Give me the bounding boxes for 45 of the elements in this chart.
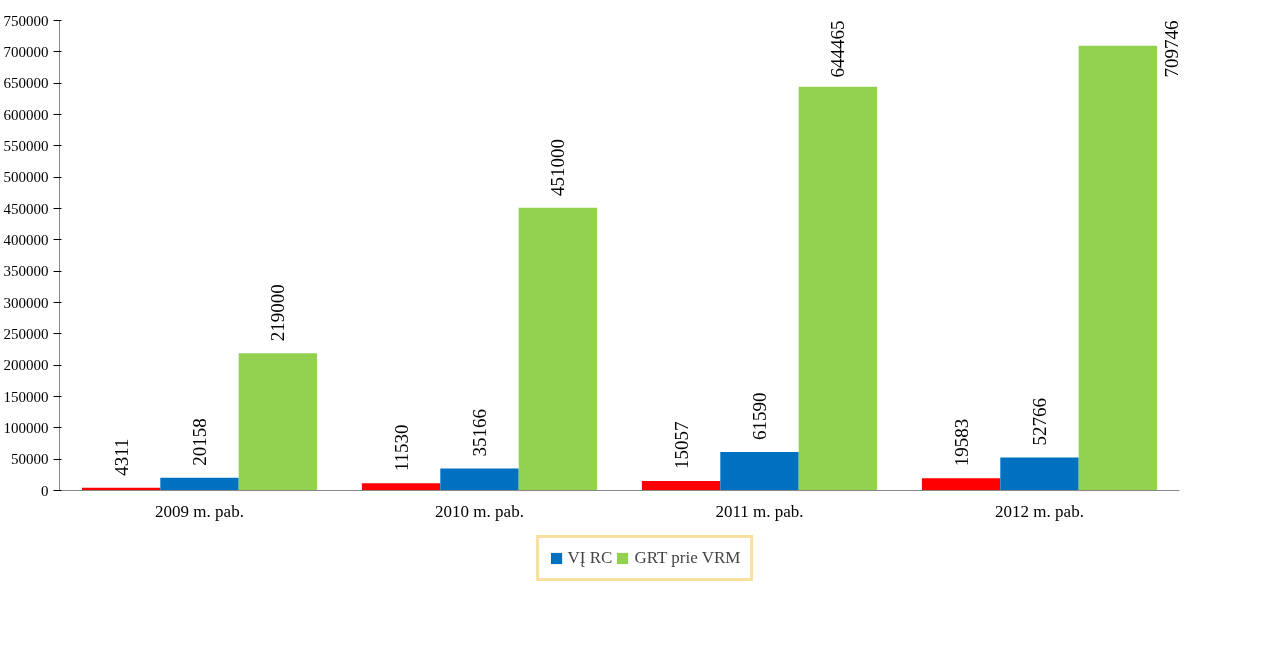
y-tick-label: 150000 [3,388,49,405]
y-tick-label: 250000 [3,325,49,342]
legend-label: VĮ RC [567,548,613,568]
data-label: 4311 [110,438,132,476]
y-tick-label: 300000 [3,294,49,311]
data-label: 15057 [670,421,692,470]
bar [1000,457,1079,491]
legend-label: GRT prie VRM [634,548,741,568]
y-tick-label: 350000 [3,263,49,280]
bar [440,468,519,491]
y-tick-label: 100000 [3,419,49,436]
bar [921,478,1001,491]
y-tick-label: 500000 [3,169,49,186]
y-tick-label: 600000 [3,106,49,123]
data-label: 11530 [390,424,412,472]
bar [798,86,878,491]
bar [1078,45,1158,491]
x-tick-label: 2010 m. pab. [435,501,524,521]
y-tick-label: 700000 [3,43,49,60]
data-label: 19583 [950,418,972,467]
y-tick-label: 0 [41,482,49,499]
data-label: 709746 [1160,20,1182,78]
bar [641,481,721,491]
bar [361,483,441,491]
bar [720,451,799,491]
bar [160,477,239,491]
data-label: 219000 [267,284,289,342]
bar [238,353,318,491]
y-tick-label: 750000 [3,12,49,29]
x-tick-label: 2009 m. pab. [155,501,244,521]
data-label: 61590 [749,392,770,440]
data-label: 52766 [1029,397,1050,446]
x-tick-label: 2011 m. pab. [715,501,804,521]
y-tick-label: 650000 [3,75,49,92]
data-label: 35166 [469,408,490,457]
y-tick-label: 400000 [3,231,49,248]
y-tick-label: 550000 [3,137,49,154]
y-tick-label: 50000 [11,451,49,468]
bar [518,207,598,491]
data-label: 451000 [547,138,569,196]
x-tick-label: 2012 m. pab. [995,501,1084,521]
y-tick-label: 200000 [3,357,49,374]
data-label: 644465 [827,20,849,78]
y-tick-label: 450000 [3,200,49,217]
data-label: 20158 [189,418,210,466]
